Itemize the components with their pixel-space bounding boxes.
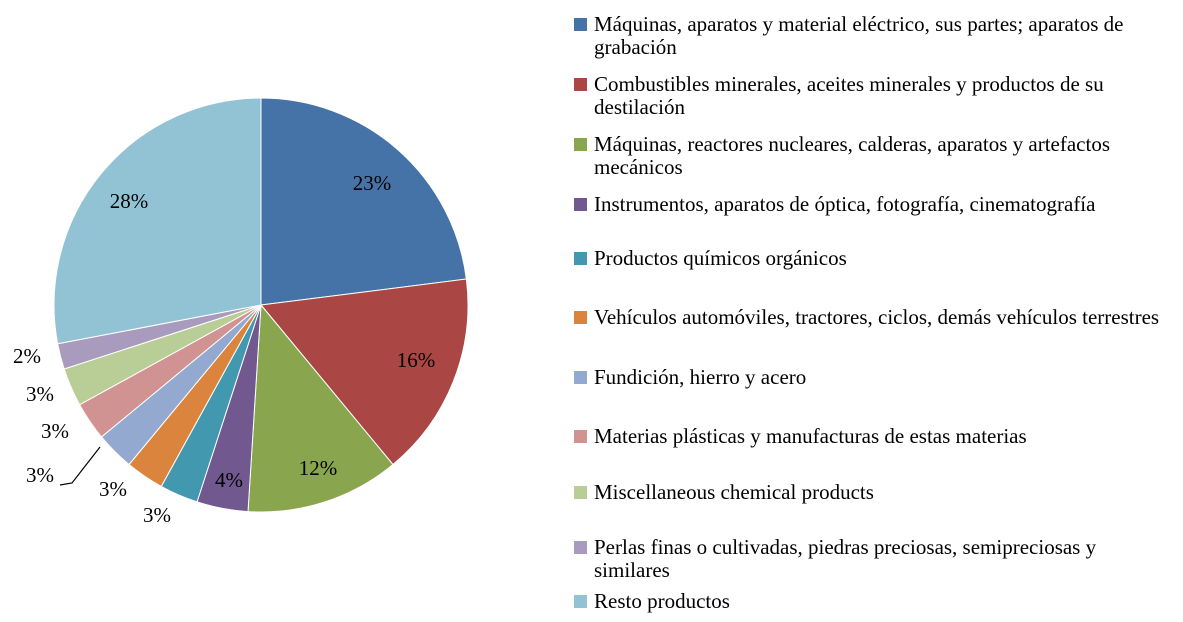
legend-swatch (574, 198, 587, 211)
legend-swatch (574, 430, 587, 443)
pie-slice (247, 303, 394, 513)
leader-line (59, 446, 101, 486)
pie-slice (53, 97, 262, 345)
chart: 23% 16% 12% 4% 3% 3% 3% 3% 3% 2% 28% (13, 97, 469, 527)
legend-entry: Máquinas, aparatos y material eléctrico,… (574, 13, 1174, 59)
legend-label: Fundición, hierro y acero (594, 365, 807, 389)
legend-swatch (574, 311, 587, 324)
legend-entry: Instrumentos, aparatos de óptica, fotogr… (574, 193, 1174, 216)
legend-label: Combustibles minerales, aceites minerale… (594, 72, 1104, 119)
legend-entry: Combustibles minerales, aceites minerale… (574, 73, 1174, 119)
legend-swatch (574, 541, 587, 554)
legend-label: Máquinas, reactores nucleares, calderas,… (594, 132, 1110, 179)
legend-entry: Miscellaneous chemical products (574, 481, 1174, 504)
legend-entry: Fundición, hierro y acero (574, 366, 1174, 389)
legend-swatch (574, 595, 587, 608)
legend-label: Resto productos (594, 589, 730, 613)
data-label: 3% (41, 419, 69, 443)
legend-label: Materias plásticas y manufacturas de est… (594, 424, 1027, 448)
pie-slice (260, 278, 469, 466)
data-label: 3% (26, 382, 54, 406)
legend-label: Vehículos automóviles, tractores, ciclos… (594, 305, 1160, 329)
legend-entry: Vehículos automóviles, tractores, ciclos… (574, 306, 1174, 329)
legend-label: Miscellaneous chemical products (594, 480, 874, 504)
data-label: 23% (353, 171, 392, 195)
legend-swatch (574, 18, 587, 31)
legend-entry: Máquinas, reactores nucleares, calderas,… (574, 133, 1174, 179)
legend-entry: Resto productos (574, 590, 1174, 613)
legend-swatch (574, 78, 587, 91)
data-label: 16% (397, 348, 436, 372)
legend-label: Productos químicos orgánicos (594, 246, 847, 270)
legend-swatch (574, 138, 587, 151)
pie-slice (260, 97, 467, 306)
legend-entry: Materias plásticas y manufacturas de est… (574, 425, 1174, 448)
legend-entry: Perlas finas o cultivadas, piedras preci… (574, 536, 1174, 582)
legend-label: Instrumentos, aparatos de óptica, fotogr… (594, 192, 1096, 216)
legend-entry: Productos químicos orgánicos (574, 247, 1174, 270)
data-label: 4% (215, 468, 243, 492)
legend-swatch (574, 252, 587, 265)
data-label: 12% (299, 456, 338, 480)
legend-swatch (574, 486, 587, 499)
data-label: 2% (13, 344, 41, 368)
legend-label: Perlas finas o cultivadas, piedras preci… (594, 535, 1097, 582)
data-label: 28% (110, 189, 149, 213)
legend-label: Máquinas, aparatos y material eléctrico,… (594, 12, 1124, 59)
data-label: 3% (99, 477, 127, 501)
data-label: 3% (143, 503, 171, 527)
data-label: 3% (26, 463, 54, 487)
legend-swatch (574, 371, 587, 384)
